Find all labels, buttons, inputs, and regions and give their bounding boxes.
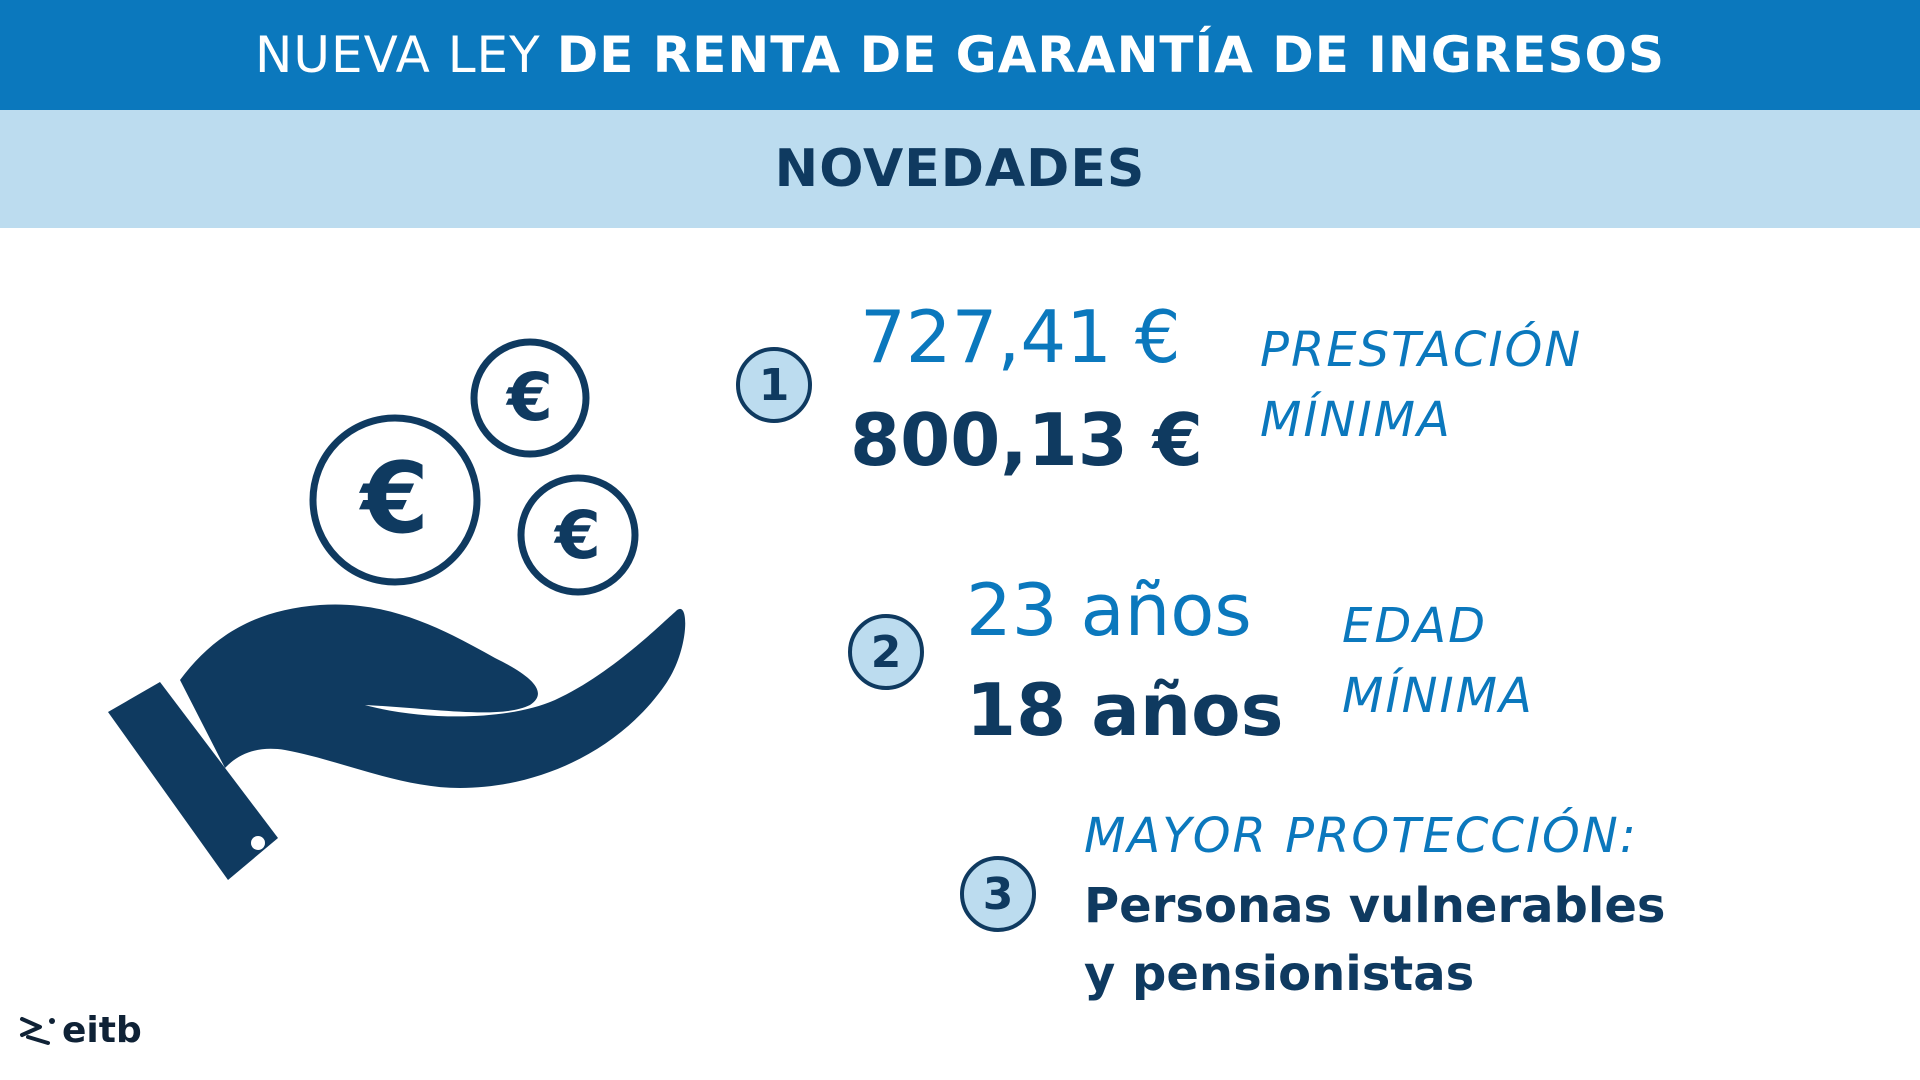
euro-symbol-large: €: [359, 442, 429, 556]
eitb-logo-mark-icon: [20, 1016, 55, 1045]
top-banner: NUEVA LEY DE RENTA DE GARANTÍA DE INGRES…: [0, 0, 1920, 110]
title-light: NUEVA LEY: [255, 26, 541, 84]
item2-label-line1: EDAD: [1342, 598, 1488, 654]
item3-line2: y pensionistas: [1084, 946, 1475, 1002]
hand-cuff: [108, 682, 278, 880]
logo-text: eitb: [62, 1010, 142, 1051]
coin-large: [309, 414, 481, 586]
euro-symbol-small: €: [553, 497, 601, 574]
number-badge-3: 3: [960, 856, 1036, 932]
item1-old-value: 727,41 €: [860, 295, 1181, 379]
number-badge-2: 2: [848, 614, 924, 690]
item3-line1: Personas vulnerables: [1084, 878, 1666, 934]
hand-with-euro-coins-icon: € € €: [108, 338, 686, 880]
subheader-title: NOVEDADES: [774, 139, 1146, 199]
coin-small: [517, 474, 639, 596]
hand-palm: [180, 604, 686, 788]
item3-heading: MAYOR PROTECCIÓN:: [1084, 808, 1638, 864]
item1-label-line2: MÍNIMA: [1260, 392, 1452, 448]
item2-new-value: 18 años: [966, 668, 1284, 752]
euro-symbol-top: €: [505, 359, 553, 436]
title-bold: DE RENTA DE GARANTÍA DE INGRESOS: [556, 26, 1665, 84]
item2-label-line2: MÍNIMA: [1342, 668, 1534, 724]
cuff-button: [251, 836, 265, 850]
item1-label-line1: PRESTACIÓN: [1260, 322, 1583, 378]
coin-top: [470, 338, 590, 458]
item2-old-value: 23 años: [966, 568, 1252, 652]
eitb-logo: eitb: [18, 1010, 142, 1051]
item1-new-value: 800,13 €: [850, 398, 1204, 482]
number-badge-1: 1: [736, 347, 812, 423]
subheader-banner: NOVEDADES: [0, 110, 1920, 228]
